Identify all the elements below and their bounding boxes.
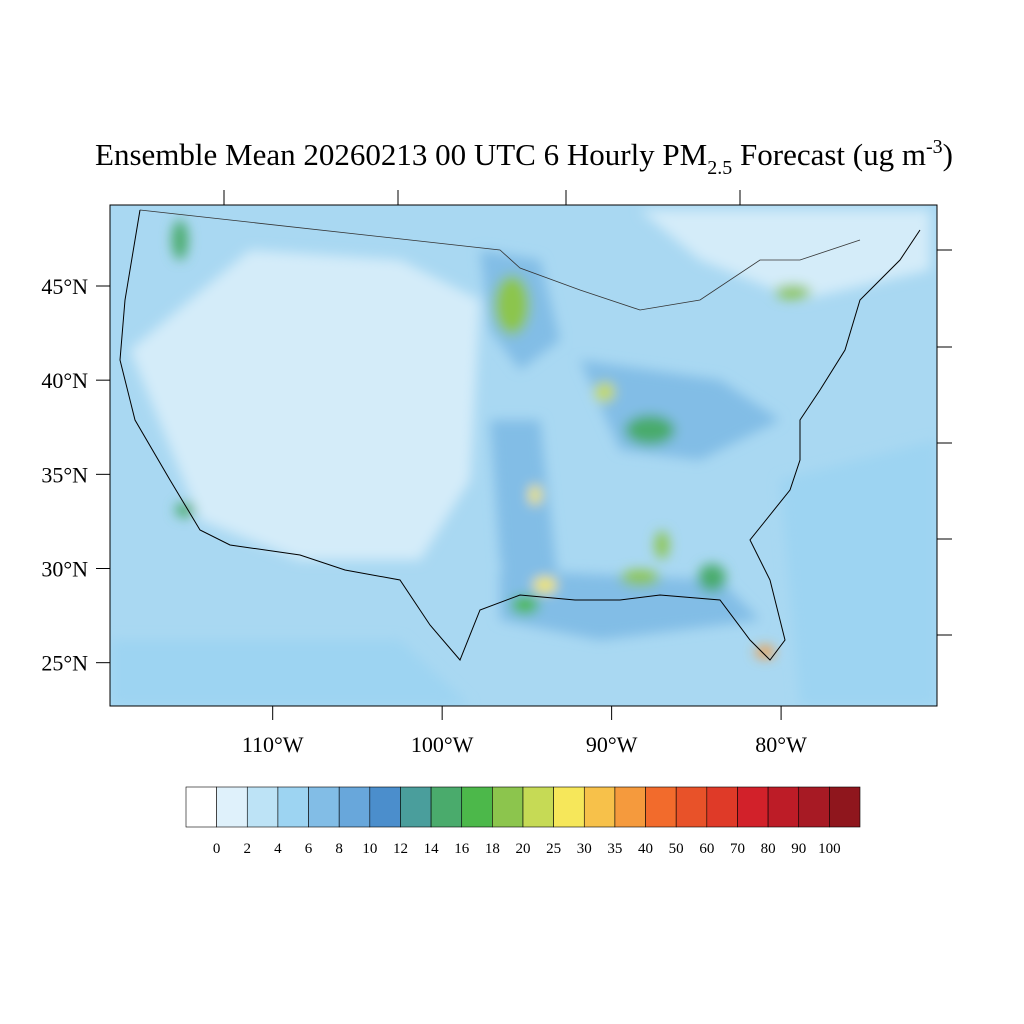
x-tick-label: 110°W [242, 732, 304, 757]
colorbar-box [277, 786, 309, 828]
colorbar-label: 70 [730, 841, 745, 857]
colorbar-label: 4 [274, 841, 282, 857]
colorbar-label: 30 [577, 841, 592, 857]
colorbar-label: 16 [454, 841, 470, 857]
colorbar-box [737, 786, 769, 828]
colorbar-box [308, 786, 340, 828]
colorbar-label: 90 [791, 841, 806, 857]
colorbar-label: 12 [393, 841, 408, 857]
colorbar-box [614, 786, 646, 828]
colorbar-label: 80 [761, 841, 776, 857]
concentration-shading [110, 210, 937, 706]
colorbar-box [369, 786, 401, 828]
colorbar-label: 35 [607, 841, 622, 857]
colorbar-label: 0 [213, 841, 221, 857]
colorbar-box [246, 786, 279, 828]
colorbar-box [829, 786, 861, 828]
colorbar-box [461, 786, 493, 828]
colorbar-label: 10 [362, 841, 377, 857]
colorbar-box [338, 786, 371, 828]
x-tick-label: 80°W [755, 732, 807, 757]
colorbar-box [645, 786, 677, 828]
frame-ticks [223, 190, 952, 636]
colorbar-label: 20 [516, 841, 531, 857]
colorbar-box [706, 786, 738, 828]
colorbar-box [767, 786, 800, 828]
colorbar-box [675, 786, 708, 828]
x-tick-label: 100°W [411, 732, 474, 757]
colorbar-label: 40 [638, 841, 653, 857]
colorbar-label: 8 [335, 841, 343, 857]
colorbar-box [583, 786, 616, 828]
x-tick-label: 90°W [586, 732, 638, 757]
y-tick-label: 35°N [41, 462, 88, 487]
colorbar-label: 50 [669, 841, 684, 857]
chart-title: Ensemble Mean 20260213 00 UTC 6 Hourly P… [95, 136, 953, 179]
colorbar-label: 18 [485, 841, 500, 857]
y-tick-label: 25°N [41, 651, 88, 676]
colorbar-box [553, 786, 585, 828]
colorbar-box [400, 786, 432, 828]
colorbar-label: 2 [244, 841, 252, 857]
colorbar-box [522, 786, 554, 828]
colorbar-label: 100 [818, 841, 841, 857]
map-field [110, 205, 937, 706]
colorbar-label: 25 [546, 841, 561, 857]
colorbar-label: 14 [424, 841, 440, 857]
y-tick-label: 30°N [41, 557, 88, 582]
colorbar-label: 6 [305, 841, 313, 857]
y-tick-label: 45°N [41, 274, 88, 299]
colorbar-box [430, 786, 463, 828]
y-tick-label: 40°N [41, 368, 88, 393]
colorbar-label: 60 [699, 841, 714, 857]
colorbar-box [185, 786, 217, 828]
map-frame [109, 204, 938, 707]
colorbar-box [492, 786, 524, 828]
border [139, 209, 861, 311]
coastline [119, 209, 921, 661]
colorbar-box [216, 786, 248, 828]
colorbar-box [798, 786, 830, 828]
